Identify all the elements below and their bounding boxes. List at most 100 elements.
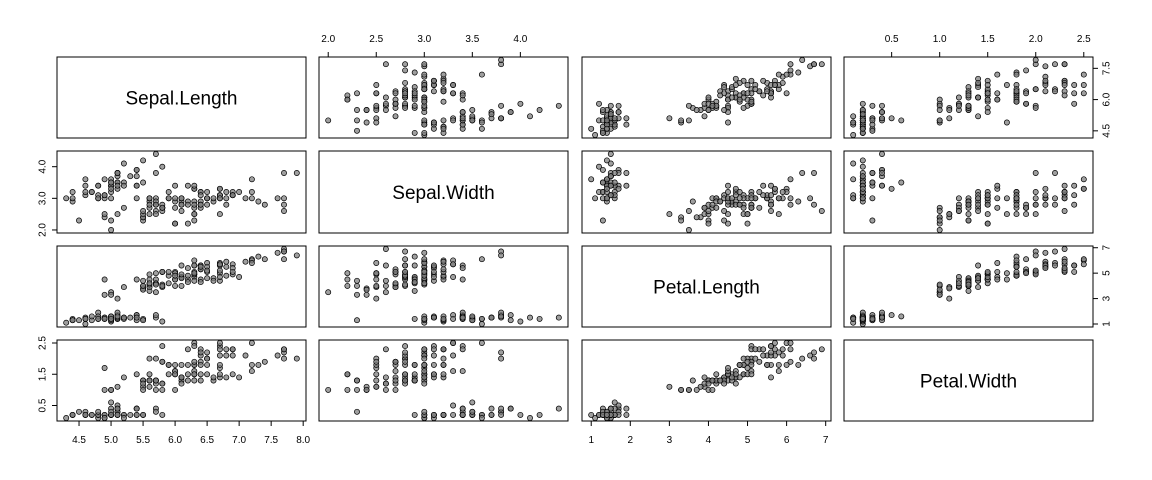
data-point — [216, 346, 223, 353]
data-point — [133, 166, 140, 173]
x-tick-label: 7.5 — [264, 435, 278, 446]
data-point — [108, 399, 115, 406]
data-point — [159, 380, 166, 387]
data-point — [421, 61, 428, 68]
data-point — [596, 163, 602, 170]
data-point — [223, 352, 230, 359]
data-point — [411, 129, 418, 136]
data-point — [728, 94, 735, 101]
data-point — [197, 279, 204, 286]
data-point — [165, 280, 172, 287]
data-point — [879, 309, 885, 316]
data-point — [984, 211, 991, 218]
data-point — [783, 71, 790, 78]
data-point — [159, 268, 166, 275]
data-point — [373, 102, 380, 109]
data-point — [1071, 82, 1078, 88]
data-point — [450, 402, 457, 409]
data-point — [975, 284, 982, 291]
data-point — [603, 176, 610, 183]
data-point — [588, 125, 595, 132]
data-point — [1080, 82, 1087, 88]
data-point — [1061, 182, 1068, 189]
data-point — [946, 295, 953, 302]
data-point — [592, 132, 599, 138]
data-point — [536, 411, 543, 418]
data-point — [204, 189, 211, 195]
data-point — [693, 386, 700, 393]
data-point — [955, 102, 962, 109]
x-tick-label: 2.0 — [321, 34, 335, 45]
data-point — [216, 261, 223, 268]
data-point — [748, 77, 755, 84]
data-point — [133, 276, 140, 283]
data-point — [685, 227, 692, 233]
panel-petal-width-vs-petal-width: Petal.Width — [843, 339, 1094, 422]
data-point — [152, 201, 159, 208]
data-point — [701, 374, 708, 381]
data-point — [204, 201, 211, 208]
data-point — [736, 189, 743, 195]
data-point — [197, 371, 204, 378]
data-point — [713, 371, 720, 378]
data-point — [146, 383, 153, 390]
data-point — [732, 82, 739, 88]
data-point — [994, 195, 1001, 202]
data-point — [1052, 201, 1058, 208]
data-point — [440, 88, 447, 95]
data-point — [946, 115, 953, 122]
data-point — [108, 291, 115, 298]
panel-frame — [318, 245, 569, 328]
data-point — [859, 163, 866, 170]
data-point — [771, 346, 778, 353]
data-point — [744, 82, 751, 88]
data-point — [146, 211, 153, 218]
data-point — [165, 371, 172, 378]
panel-sepal-width-vs-petal-width — [843, 150, 1094, 234]
x-tick-label: 6.5 — [200, 435, 214, 446]
data-point — [709, 386, 716, 393]
data-point — [152, 211, 159, 218]
data-point — [859, 111, 866, 118]
data-point — [955, 208, 962, 214]
x-tick-label: 2.5 — [369, 34, 383, 45]
data-point — [1013, 98, 1020, 105]
data-point — [191, 257, 198, 264]
data-point — [204, 195, 211, 202]
data-point — [721, 208, 728, 214]
data-point — [152, 289, 159, 296]
data-point — [82, 321, 89, 327]
data-point — [752, 346, 759, 353]
data-point — [459, 109, 466, 116]
data-point — [898, 117, 905, 124]
data-point — [760, 92, 767, 99]
y-tick-label: 7.5 — [1102, 61, 1113, 75]
data-point — [507, 317, 514, 324]
data-point — [994, 71, 1001, 78]
data-point — [440, 411, 447, 418]
data-point — [382, 246, 389, 252]
data-point — [373, 371, 380, 378]
data-point — [615, 109, 622, 116]
data-point — [1032, 195, 1039, 202]
data-point — [159, 163, 166, 170]
data-point — [178, 361, 185, 368]
data-point — [498, 411, 505, 418]
data-point — [421, 280, 428, 287]
data-point — [469, 117, 476, 124]
data-point — [281, 248, 287, 255]
data-point — [701, 113, 708, 120]
data-point — [859, 195, 866, 202]
data-point — [623, 121, 630, 128]
data-point — [210, 277, 217, 284]
data-point — [623, 405, 630, 412]
data-point — [114, 295, 121, 302]
data-point — [1061, 82, 1068, 88]
data-point — [101, 365, 108, 371]
data-point — [666, 211, 673, 218]
data-point — [108, 386, 115, 393]
panel-frame — [56, 245, 307, 328]
data-point — [701, 204, 708, 211]
data-point — [775, 368, 782, 375]
data-point — [152, 151, 159, 157]
